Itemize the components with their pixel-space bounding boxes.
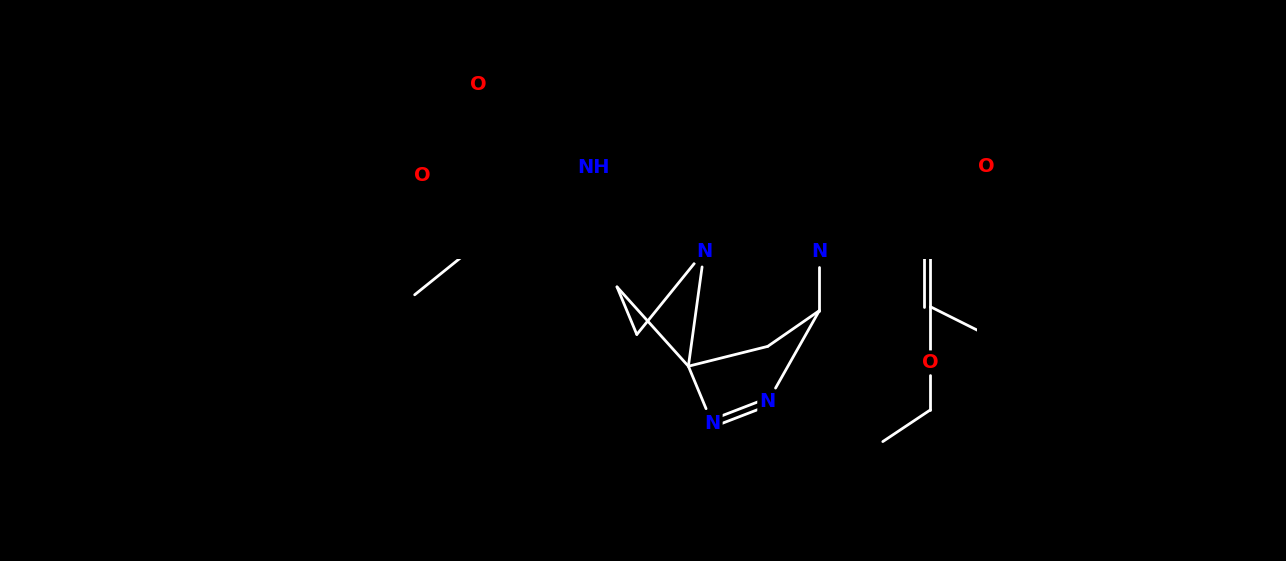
Text: O: O xyxy=(977,157,994,176)
Text: N: N xyxy=(696,242,712,261)
Text: NH: NH xyxy=(577,158,610,177)
Text: O: O xyxy=(922,353,939,372)
Text: O: O xyxy=(469,75,486,94)
Text: N: N xyxy=(811,242,827,261)
Text: N: N xyxy=(703,414,720,433)
Text: O: O xyxy=(414,166,431,185)
Text: N: N xyxy=(760,393,775,411)
